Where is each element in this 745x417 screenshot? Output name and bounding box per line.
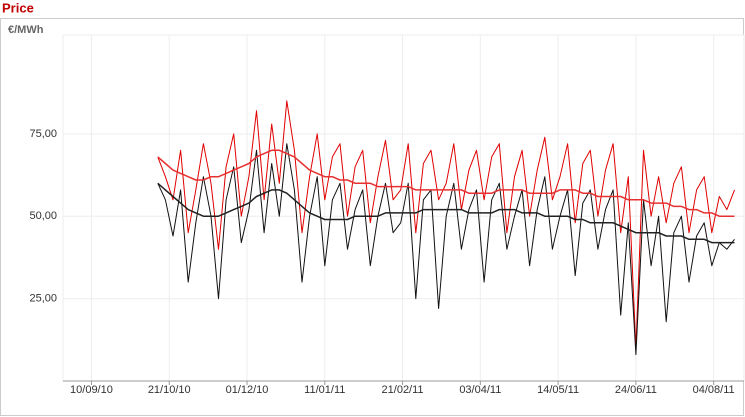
x-tick-label: 04/08/11 bbox=[693, 384, 735, 396]
x-tick-label: 01/12/10 bbox=[226, 384, 269, 396]
y-tick-label: 75,00 bbox=[29, 128, 57, 140]
series-line bbox=[157, 100, 735, 349]
x-tick-label: 03/04/11 bbox=[459, 384, 501, 396]
x-tick-label: 24/06/11 bbox=[615, 384, 657, 396]
y-axis-label: €/MWh bbox=[8, 24, 44, 36]
series-line bbox=[157, 143, 735, 356]
x-tick-label: 11/01/11 bbox=[304, 384, 345, 396]
x-tick-label: 21/10/10 bbox=[148, 384, 191, 396]
y-tick-label: 50,00 bbox=[29, 210, 57, 222]
y-tick-label: 25,00 bbox=[29, 293, 57, 305]
series-line bbox=[157, 182, 735, 244]
x-tick-label: 14/05/11 bbox=[537, 384, 579, 396]
chart-title: Price bbox=[2, 0, 34, 15]
series-line bbox=[157, 149, 735, 217]
x-tick-label: 10/09/10 bbox=[70, 384, 113, 396]
x-tick-label: 21/02/11 bbox=[382, 384, 424, 396]
